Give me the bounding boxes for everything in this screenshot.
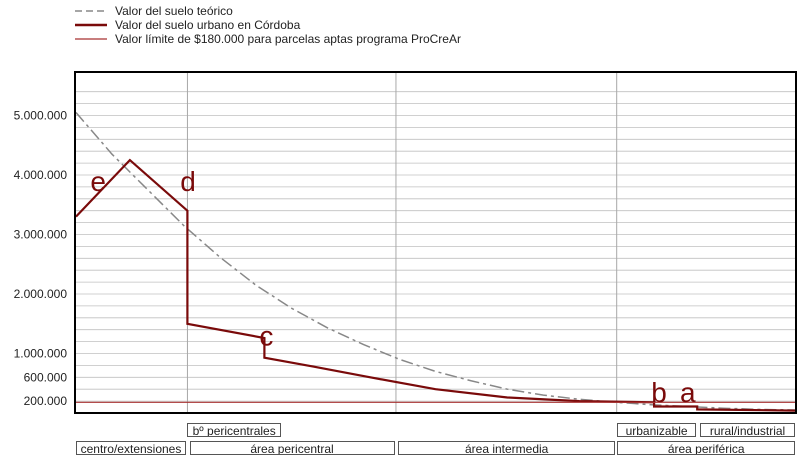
zone-label: área intermedia	[398, 441, 616, 455]
annotation-b: b	[651, 377, 667, 408]
annotation-c: c	[259, 321, 273, 352]
annotations: e d c b a	[90, 166, 696, 408]
zone-label: área periférica	[617, 441, 795, 455]
y-tick-label: 4.000.000	[14, 168, 68, 182]
annotation-d: d	[180, 166, 196, 197]
grid	[75, 91, 796, 402]
plot-frame	[74, 71, 797, 414]
series-lines	[75, 112, 796, 412]
y-tick-label: 1.000.000	[14, 347, 68, 361]
zone-label: centro/extensiones	[76, 441, 186, 455]
legend-label-0: Valor del suelo teórico	[115, 4, 233, 18]
zone-dividers	[186, 72, 618, 413]
annotation-a: a	[680, 377, 696, 408]
legend-label-2: Valor límite de $180.000 para parcelas a…	[115, 32, 461, 46]
y-tick-label: 200.000	[24, 394, 68, 408]
y-tick-label: 5.000.000	[14, 109, 68, 123]
y-tick-label: 600.000	[24, 370, 68, 384]
legend-label-1: Valor del suelo urbano en Córdoba	[115, 18, 301, 32]
zone-label: área pericentral	[189, 441, 395, 455]
zone-label: urbanizable	[617, 423, 696, 437]
annotation-e: e	[90, 166, 106, 197]
y-tick-label: 3.000.000	[14, 228, 68, 242]
zone-label: bº pericentrales	[187, 423, 281, 437]
series-line-1	[75, 158, 796, 412]
y-tick-label: 2.000.000	[14, 287, 68, 301]
zone-label: rural/industrial	[700, 423, 795, 437]
y-axis-ticks: 200.000 600.000 1.000.000 2.000.000 3.000.00…	[14, 109, 68, 409]
